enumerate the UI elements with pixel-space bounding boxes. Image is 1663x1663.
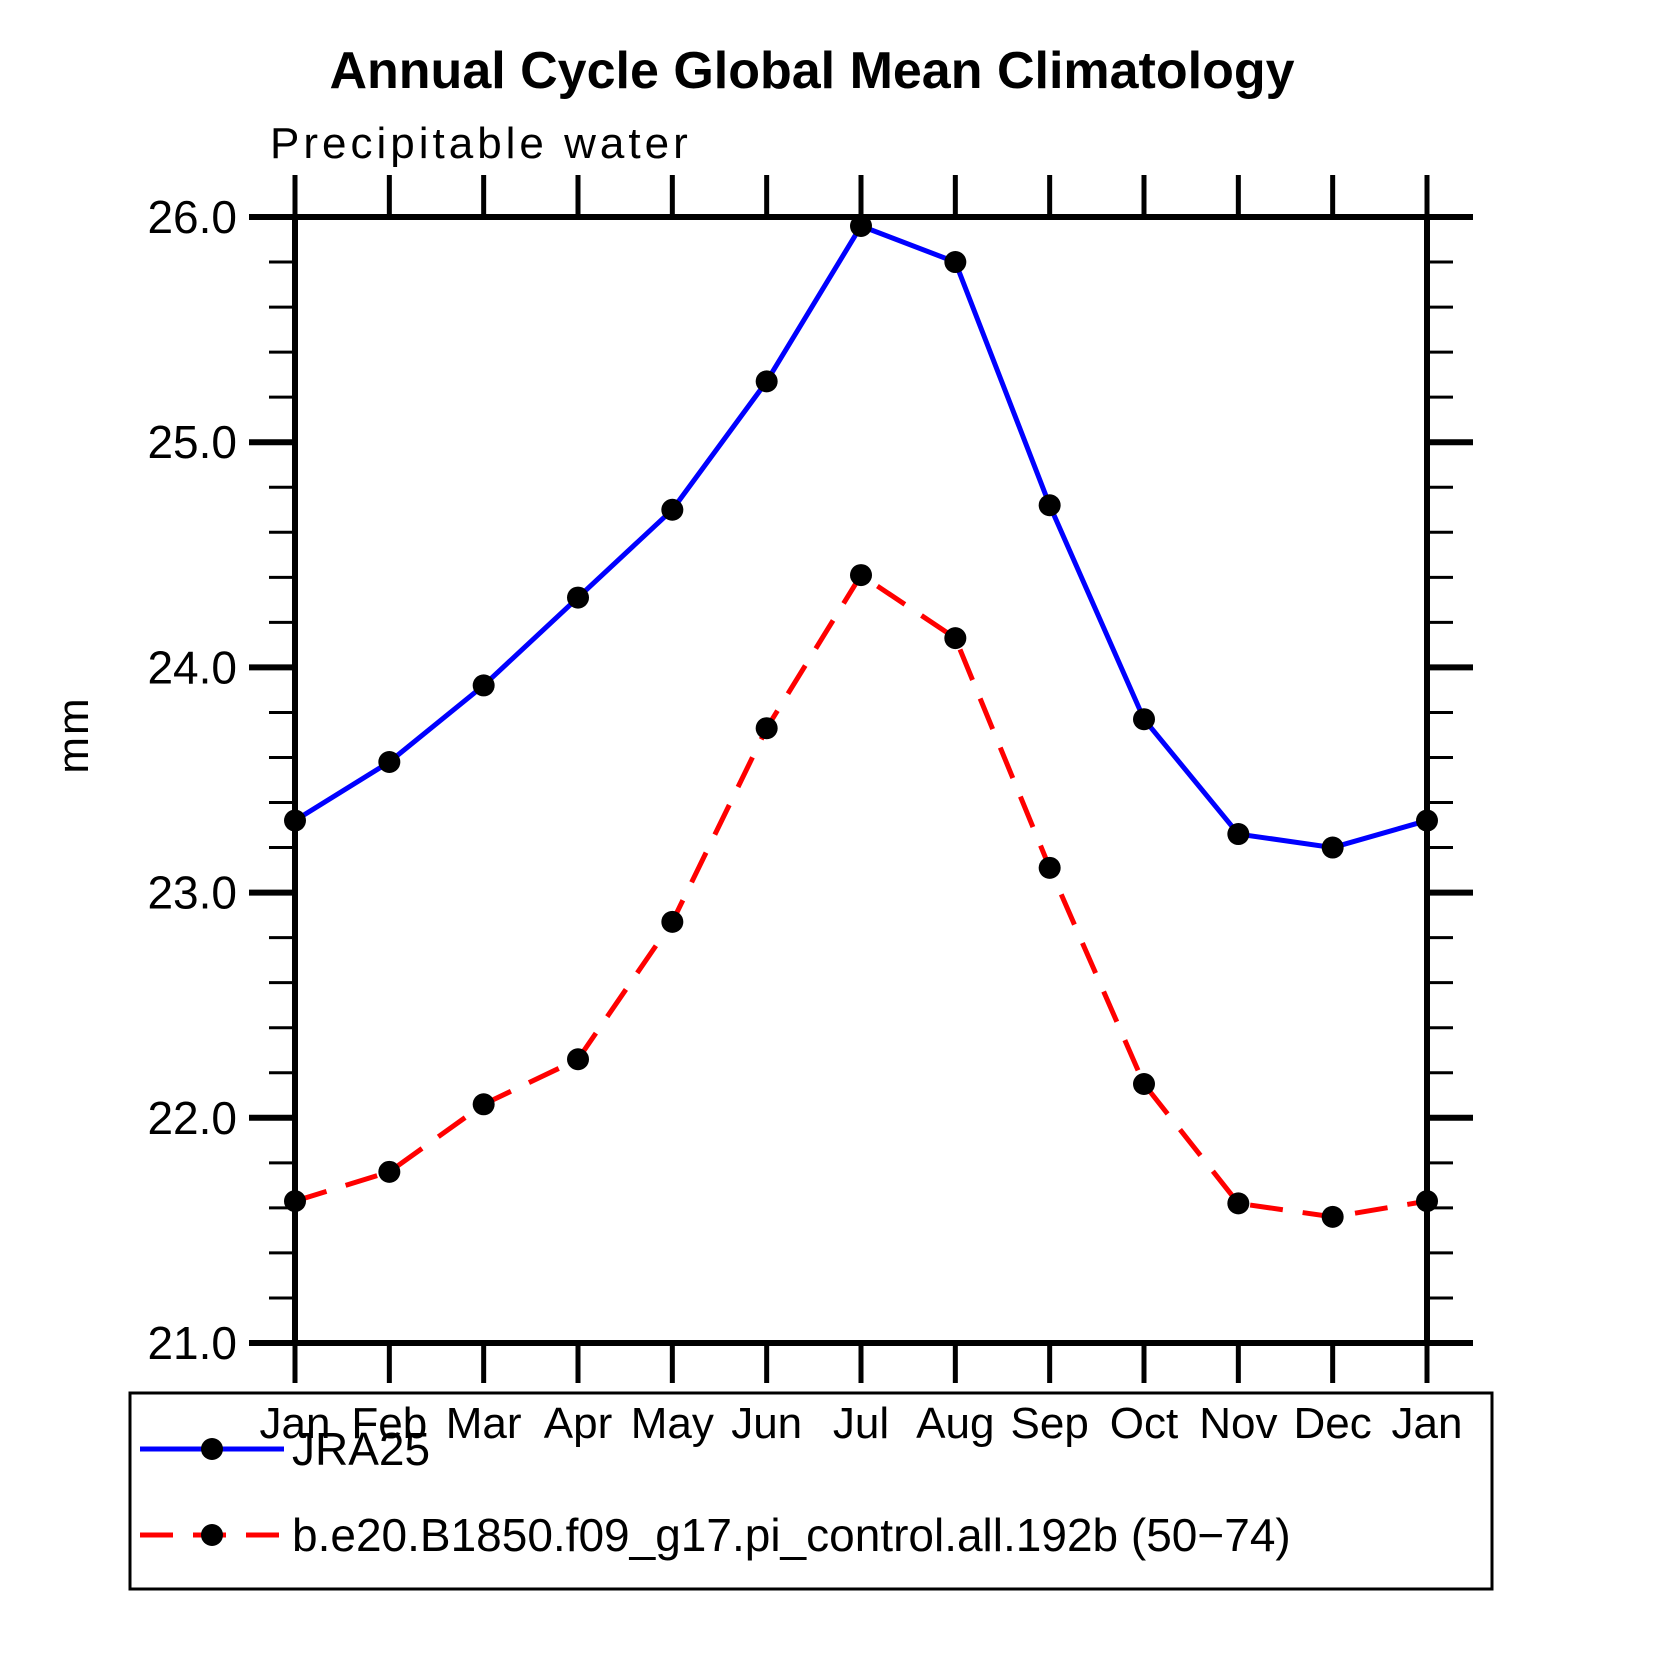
data-point [567, 1048, 589, 1071]
data-point [755, 370, 778, 393]
data-point [1416, 1190, 1438, 1213]
x-tick-label: Feb [351, 1399, 427, 1448]
data-point [1321, 836, 1344, 859]
y-tick-label: 25.0 [147, 416, 237, 468]
data-point [1133, 1073, 1155, 1096]
y-tick-label: 22.0 [147, 1092, 237, 1144]
series-curves [284, 215, 1438, 1228]
data-point [1416, 809, 1438, 832]
y-tick-label: 24.0 [147, 641, 237, 693]
data-point [284, 809, 306, 832]
y-tick-label: 21.0 [147, 1317, 237, 1369]
data-point [661, 498, 684, 521]
data-point [567, 586, 589, 609]
legend-label: JRA25 [292, 1423, 430, 1475]
x-tick-label: Dec [1294, 1399, 1372, 1448]
data-point [378, 750, 401, 773]
data-point [1227, 823, 1250, 846]
data-point [850, 564, 872, 587]
data-point [944, 627, 967, 650]
x-tick-label: Nov [1199, 1399, 1277, 1448]
legend-label: b.e20.B1850.f09_g17.pi_control.all.192b … [292, 1509, 1291, 1561]
axes: Jan Feb Mar Apr May Jun Jul Aug Sep Oct Nov Dec Jan 2… [147, 175, 1473, 1448]
legend-box [128, 1391, 1494, 1591]
plot-frame [292, 214, 1430, 1346]
data-point [1133, 708, 1155, 731]
x-tick-label: Sep [1011, 1399, 1089, 1448]
jra25-line [293, 222, 1428, 851]
chart-title: Annual Cycle Global Mean Climatology [329, 42, 1294, 100]
data-point [472, 674, 495, 697]
y-axis-label: mm [49, 696, 98, 773]
data-point [1227, 1192, 1250, 1215]
data-point [1038, 494, 1061, 517]
data-point [755, 717, 778, 740]
data-point [1038, 856, 1061, 879]
y-tick-label: 26.0 [147, 191, 237, 243]
x-tick-label: Jan [1392, 1399, 1463, 1448]
data-point [661, 910, 684, 933]
x-tick-label: Jun [731, 1399, 802, 1448]
y-tick-label: 23.0 [147, 867, 237, 919]
data-point [944, 251, 967, 274]
data-point [378, 1160, 401, 1183]
x-tick-label: Jan [260, 1399, 331, 1448]
model-line [294, 571, 1428, 1220]
x-tick-label: Apr [544, 1399, 612, 1448]
x-tick-label: May [631, 1399, 714, 1448]
data-point [284, 1190, 306, 1213]
legend-marker [201, 1524, 223, 1546]
x-tick-label: Oct [1110, 1399, 1178, 1448]
x-tick-label: Aug [916, 1399, 994, 1448]
data-point [1321, 1205, 1344, 1228]
legend: JRA25 b.e20.B1850.f09_g17.pi_control.all.… [128, 1391, 1494, 1591]
x-tick-label: Mar [446, 1399, 522, 1448]
data-point [472, 1093, 495, 1116]
data-point [850, 215, 872, 238]
x-tick-label: Jul [833, 1399, 889, 1448]
chart-subtitle: Precipitable water [270, 119, 692, 168]
legend-marker [201, 1438, 223, 1460]
